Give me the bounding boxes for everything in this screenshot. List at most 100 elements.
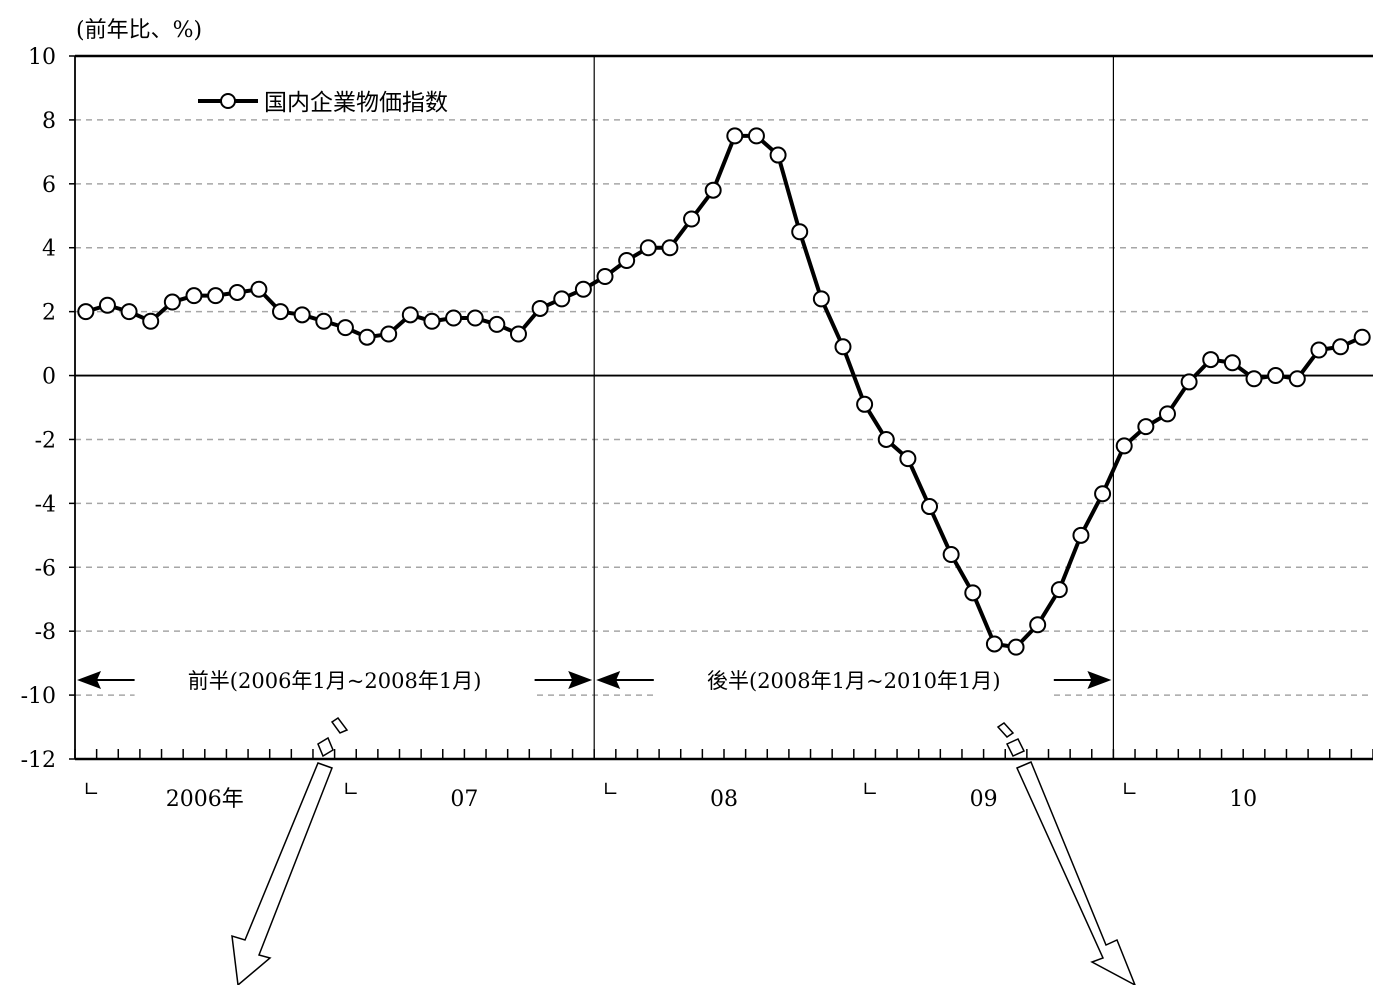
data-point: [1332, 338, 1350, 356]
x-year-label: 2006年: [166, 787, 244, 812]
y-tick-label: 4: [42, 237, 56, 262]
arrow-left-icon: [596, 671, 621, 689]
y-tick-label: -4: [35, 492, 56, 517]
data-point: [1094, 485, 1112, 503]
data-point: [899, 450, 917, 468]
x-year-label: 10: [1229, 787, 1257, 812]
data-point: [964, 584, 982, 602]
data-point: [401, 306, 419, 324]
period-label-background: [653, 664, 1054, 696]
period-label: 後半(2008年1月~2010年1月): [707, 669, 1001, 693]
data-point: [1050, 581, 1068, 599]
year-start-marker: ∟: [1121, 777, 1138, 801]
data-point: [185, 287, 203, 305]
data-point: [1158, 405, 1176, 423]
data-point: [942, 545, 960, 563]
data-point: [1245, 370, 1263, 388]
data-point: [98, 296, 116, 314]
legend-marker: [220, 93, 236, 109]
data-point: [1029, 616, 1047, 634]
y-tick-label: -8: [35, 620, 56, 645]
data-point: [509, 325, 527, 343]
arrow-left-icon: [77, 671, 101, 689]
data-point: [747, 127, 765, 145]
y-tick-label: 8: [42, 109, 56, 134]
y-tick-label: -2: [35, 428, 56, 453]
year-start-marker: ∟: [602, 777, 619, 801]
data-point: [661, 239, 679, 257]
x-axis-ticks: ∟ 2006年 ∟ 07 ∟ 08 ∟ 09 ∟ 10: [74, 749, 1373, 812]
data-point: [834, 338, 852, 356]
data-point: [163, 293, 181, 311]
data-point: [683, 210, 701, 228]
x-year-label: 09: [970, 787, 998, 812]
data-point: [228, 283, 246, 301]
data-point: [1310, 341, 1328, 359]
period-dividers: [593, 56, 1115, 759]
data-point: [618, 252, 636, 270]
data-point: [553, 290, 571, 308]
data-point: [142, 312, 160, 330]
y-tick-label: 2: [42, 301, 56, 326]
period-annotations: 前半(2006年1月~2008年1月) 後半(2008年1月~2010年1月): [77, 664, 1112, 696]
y-axis-label: (前年比、%): [76, 18, 202, 43]
year-start-marker: ∟: [83, 777, 100, 801]
data-point: [596, 267, 614, 285]
year-start-marker: ∟: [862, 777, 879, 801]
data-point: [704, 181, 722, 199]
data-point: [531, 299, 549, 317]
legend-label: 国内企業物価指数: [264, 90, 448, 116]
data-point: [856, 395, 874, 413]
legend: 国内企業物価指数: [198, 90, 448, 116]
data-point: [1072, 526, 1090, 544]
data-point: [1180, 373, 1198, 391]
data-point: [726, 127, 744, 145]
data-point: [1007, 638, 1025, 656]
data-point: [1115, 437, 1133, 455]
left-down-arrow-icon: [231, 716, 349, 985]
data-point: [272, 303, 290, 321]
data-point: [315, 312, 333, 330]
data-point: [358, 328, 376, 346]
y-tick-label: -12: [21, 748, 56, 773]
arrow-right-icon: [1087, 671, 1112, 689]
data-point: [380, 325, 398, 343]
data-point: [488, 315, 506, 333]
y-tick-label: 0: [42, 365, 56, 390]
data-point: [812, 290, 830, 308]
data-point: [423, 312, 441, 330]
data-point: [1288, 370, 1306, 388]
x-year-label: 07: [450, 787, 478, 812]
y-axis-ticks: 10 8 6 4 2 0 -2 -4 -6 -8 -10 -12: [21, 45, 75, 773]
series-line: [85, 133, 1363, 650]
data-point: [639, 239, 657, 257]
data-point: [77, 303, 95, 321]
period-label: 前半(2006年1月~2008年1月): [188, 669, 482, 693]
data-point: [250, 280, 268, 298]
y-tick-label: -6: [35, 556, 56, 581]
x-year-label: 08: [710, 787, 738, 812]
series-layer: [77, 127, 1371, 656]
callout-arrows: [231, 716, 1136, 985]
y-tick-label: 6: [42, 173, 56, 198]
data-point: [769, 146, 787, 164]
data-point: [207, 287, 225, 305]
data-point: [445, 309, 463, 327]
data-point: [120, 303, 138, 321]
data-point: [1353, 328, 1371, 346]
period-label-background: [134, 664, 535, 696]
data-point: [1267, 367, 1285, 385]
y-tick-label: 10: [28, 45, 56, 70]
data-point: [466, 309, 484, 327]
data-point: [877, 430, 895, 448]
year-start-marker: ∟: [343, 777, 360, 801]
data-point: [985, 635, 1003, 653]
data-point: [791, 223, 809, 241]
data-point: [1137, 418, 1155, 436]
grid: [75, 119, 1373, 696]
data-point: [921, 498, 939, 516]
data-point: [293, 306, 311, 324]
data-point: [1223, 354, 1241, 372]
y-tick-label: -10: [21, 684, 56, 709]
